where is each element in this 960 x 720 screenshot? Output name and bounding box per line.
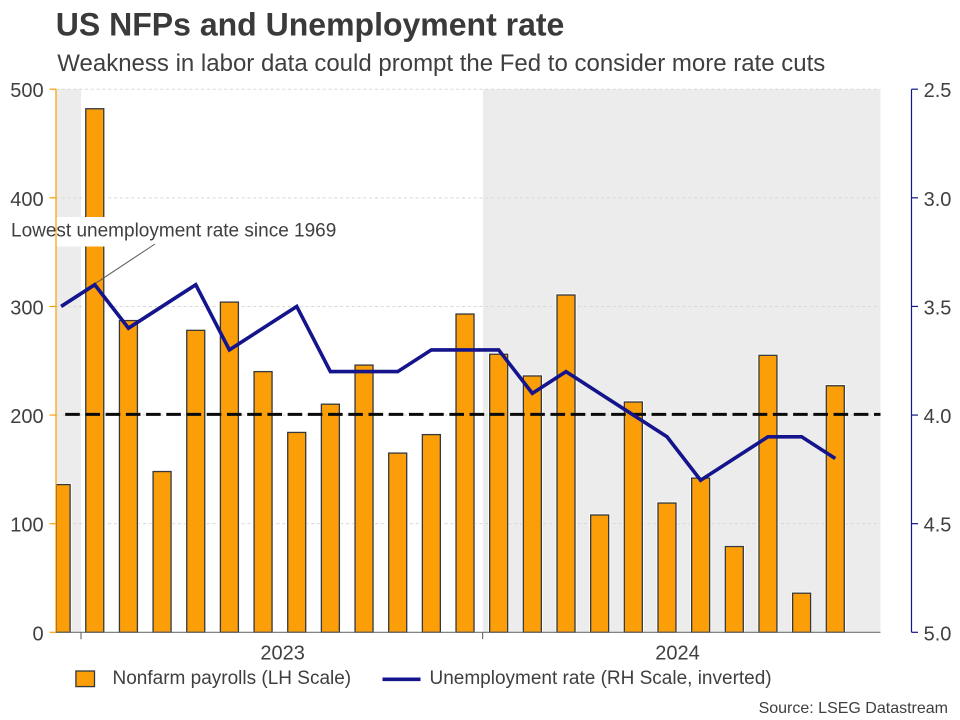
svg-text:Unemployment rate (RH Scale, i: Unemployment rate (RH Scale, inverted) <box>430 668 772 689</box>
svg-text:Nonfarm payrolls (LH Scale): Nonfarm payrolls (LH Scale) <box>113 668 352 689</box>
svg-text:Source: LSEG Datastream: Source: LSEG Datastream <box>759 700 948 717</box>
svg-text:4.5: 4.5 <box>924 515 952 537</box>
svg-text:Weakness in labor data could p: Weakness in labor data could prompt the … <box>57 50 825 77</box>
svg-text:Lowest unemployment rate since: Lowest unemployment rate since 1969 <box>11 221 336 242</box>
svg-text:5.0: 5.0 <box>924 623 952 645</box>
svg-text:2023: 2023 <box>260 643 305 665</box>
svg-text:2024: 2024 <box>655 643 700 665</box>
svg-text:4.0: 4.0 <box>924 406 952 428</box>
svg-text:300: 300 <box>10 297 43 319</box>
svg-text:US NFPs and Unemployment rate: US NFPs and Unemployment rate <box>56 7 565 43</box>
svg-text:3.5: 3.5 <box>924 297 952 319</box>
svg-text:200: 200 <box>10 406 43 428</box>
svg-text:3.0: 3.0 <box>924 189 952 211</box>
svg-text:2.5: 2.5 <box>924 80 952 102</box>
svg-text:100: 100 <box>10 515 43 537</box>
svg-text:0: 0 <box>32 623 43 645</box>
svg-text:500: 500 <box>10 80 43 102</box>
svg-text:400: 400 <box>10 189 43 211</box>
